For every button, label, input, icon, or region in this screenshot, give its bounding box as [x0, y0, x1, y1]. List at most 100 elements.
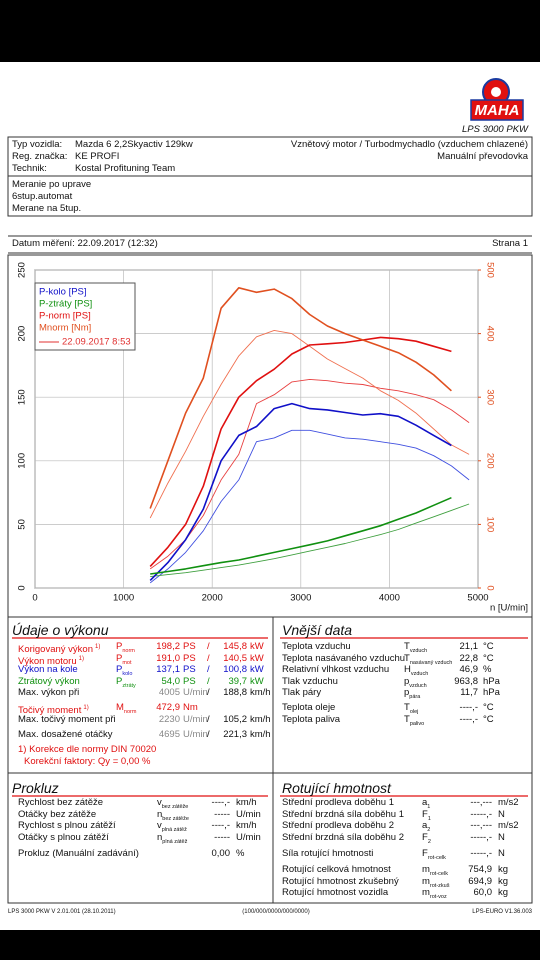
- text: U/min: [236, 831, 261, 843]
- text: N: [498, 848, 505, 859]
- x-tick-label: 1000: [113, 593, 134, 604]
- text: U/min: [183, 687, 208, 698]
- text: Prokluz (Manuální zadávání): [18, 848, 139, 859]
- text: 137,1: [156, 664, 180, 675]
- table-cell: -----: [214, 809, 230, 821]
- table-cell: Otáčky bez zátěže: [18, 809, 96, 821]
- section-title: Prokluz: [12, 780, 59, 796]
- engine-type: Vznětový motor / Turbodmychadlo (vzduche…: [291, 139, 528, 151]
- y2-tick-label: 200: [484, 453, 495, 469]
- gearbox: Manuální převodovka: [437, 151, 528, 163]
- table-cell: Korigovaný výkon 1): [18, 641, 100, 656]
- note: 1): [94, 644, 101, 650]
- text: Točivý moment: [18, 705, 82, 717]
- text: Rychlost s plnou zátěží: [18, 820, 116, 831]
- section-title: Vnější data: [282, 622, 352, 638]
- text: Typ vozidla:: [12, 139, 63, 150]
- symbol-sub: norm: [122, 647, 135, 654]
- text: 191,0: [156, 652, 180, 664]
- note-line: Meranie po uprave: [12, 179, 91, 191]
- text: Max. točivý moment při: [18, 713, 116, 725]
- table-cell: 963,8: [454, 676, 478, 688]
- table-cell: ----,-: [460, 714, 478, 726]
- table-cell: °C: [483, 653, 494, 665]
- table-cell: 754,9: [468, 864, 492, 876]
- text: Střední prodleva doběhu 2: [282, 820, 394, 831]
- symbol-sub: rot-voz: [429, 893, 447, 900]
- table-cell: °C: [483, 714, 494, 726]
- text: -----: [214, 831, 230, 843]
- table-cell: Frot-celk: [422, 848, 446, 864]
- logo: MAHA: [470, 78, 524, 121]
- correction-factors: Korekční faktory: Qy = 0,00 %: [24, 756, 150, 768]
- table-cell: 694,9: [468, 876, 492, 888]
- table-cell: 137,1: [156, 664, 180, 676]
- table-cell: Rotující hmotnost vozidla: [282, 887, 388, 899]
- text: m/s2: [498, 797, 519, 808]
- text: ---,---: [470, 797, 492, 808]
- table-cell: %: [236, 848, 244, 860]
- series-line: [149, 402, 452, 581]
- table-cell: 145,8: [223, 641, 247, 653]
- table-cell: /: [207, 687, 210, 699]
- text: 694,9: [468, 875, 492, 887]
- text: Vnější data: [282, 622, 353, 638]
- table-cell: /: [207, 664, 210, 676]
- y2-tick-label: 500: [484, 262, 495, 278]
- table-cell: vplná zátěž: [157, 820, 187, 836]
- text: km/h: [236, 820, 257, 831]
- table-cell: Max. výkon při: [18, 687, 79, 699]
- table-cell: F2: [422, 832, 431, 848]
- table-cell: m/s2: [498, 797, 519, 809]
- text: 60,0: [473, 887, 493, 898]
- text: km/h: [236, 797, 257, 808]
- table-cell: °C: [483, 641, 494, 653]
- text: 4695: [158, 729, 180, 740]
- table-cell: Prokluz (Manuální zadávání): [18, 848, 139, 860]
- series-line: [149, 336, 452, 567]
- table-cell: N: [498, 809, 505, 821]
- text: °C: [483, 652, 494, 664]
- table-cell: 60,0: [474, 887, 493, 899]
- table-cell: nbez zátěže: [157, 809, 189, 825]
- paper: [0, 62, 540, 930]
- section-title: Údaje o výkonu: [12, 622, 109, 638]
- text: -----,-: [470, 831, 492, 843]
- text: °C: [483, 713, 494, 725]
- text: T: [404, 713, 410, 725]
- y-tick-label: 0: [17, 585, 28, 590]
- table-cell: -----,-: [470, 809, 492, 821]
- text: -----: [214, 808, 230, 820]
- table-cell: Pmot: [116, 653, 132, 669]
- text: Technik:: [12, 163, 47, 174]
- table-cell: Střední prodleva doběhu 1: [282, 797, 394, 809]
- table-cell: 0,00: [212, 848, 231, 860]
- text: Teplota nasávaného vzduchu: [282, 652, 406, 664]
- text: /: [207, 713, 210, 725]
- table-cell: 21,1: [460, 641, 479, 653]
- table-cell: F1: [422, 809, 431, 825]
- table-cell: hPa: [483, 676, 500, 688]
- text: Teplota paliva: [282, 713, 341, 725]
- table-cell: Točivý moment 1): [18, 702, 89, 717]
- table-cell: Teplota oleje: [282, 702, 335, 714]
- text: PS: [183, 652, 196, 664]
- footer-left: LPS 3000 PKW V 2.01.001 (28.10.2011): [8, 906, 116, 918]
- table-cell: Tlak páry: [282, 687, 321, 699]
- table-cell: Tnasávaný vzduch: [404, 653, 452, 669]
- text: T: [404, 702, 410, 713]
- symbol-sub: mot: [122, 659, 132, 666]
- text: 472,9: [156, 702, 180, 713]
- comparison-line: [149, 378, 470, 570]
- note: 1): [83, 705, 89, 711]
- table-cell: PS: [183, 653, 196, 665]
- table-cell: 46,9: [460, 664, 479, 676]
- table-cell: 4695: [159, 729, 180, 741]
- table-cell: kW: [250, 641, 264, 653]
- legend-label: Mnorm [Nm]: [39, 323, 91, 334]
- text: 140,5: [223, 652, 247, 664]
- table-cell: hPa: [483, 687, 500, 699]
- symbol-sub: kolo: [122, 670, 133, 677]
- table-cell: U/min: [236, 809, 261, 821]
